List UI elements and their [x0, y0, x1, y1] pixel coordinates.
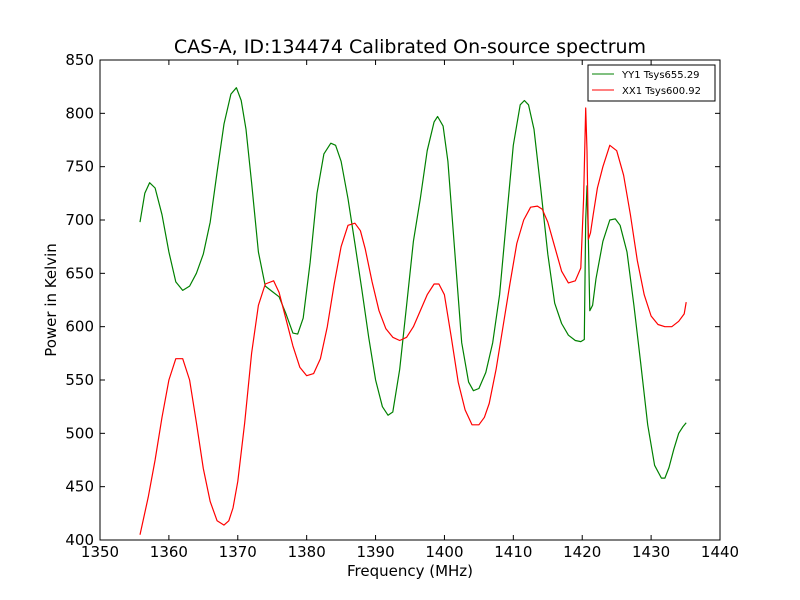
legend-label-xx1: XX1 Tsys600.92 [622, 86, 701, 97]
axes-frame [99, 59, 721, 541]
x-tick-label: 1360 [150, 543, 188, 561]
x-tick-labels: 1350 1360 1370 1380 1390 1400 1410 1420 1430 1440 [81, 543, 739, 561]
y-tick-label: 550 [65, 371, 94, 389]
y-tick-label: 400 [65, 531, 94, 549]
x-tick-label: 1420 [563, 543, 601, 561]
legend: YY1 Tsys655.29 XX1 Tsys600.92 [587, 64, 716, 102]
x-tick-label: 1350 [81, 543, 119, 561]
y-tick-label: 650 [65, 264, 94, 282]
series-line-xx1 [139, 107, 687, 535]
legend-box [587, 64, 716, 102]
chart-title: CAS-A, ID:134474 Calibrated On-source sp… [174, 36, 646, 58]
y-tick-label: 500 [65, 424, 94, 442]
y-axis-title: Power in Kelvin [42, 243, 60, 357]
x-tick-label: 1380 [288, 543, 326, 561]
x-tick-label: 1410 [494, 543, 532, 561]
x-tick-label: 1440 [701, 543, 739, 561]
y-tick-label: 600 [65, 318, 94, 336]
y-tick-label: 750 [65, 158, 94, 176]
axes-background [100, 60, 720, 540]
y-tick-label: 450 [65, 478, 94, 496]
x-tick-label: 1390 [356, 543, 394, 561]
series-line-yy1 [139, 87, 687, 479]
x-tick-label: 1430 [632, 543, 670, 561]
x-tick-label: 1370 [219, 543, 257, 561]
y-tick-label: 800 [65, 104, 94, 122]
x-tick-label: 1400 [425, 543, 463, 561]
plot-area [99, 59, 721, 541]
x-axis-title: Frequency (MHz) [347, 562, 473, 580]
y-tick-label: 850 [65, 51, 94, 69]
y-tick-label: 700 [65, 211, 94, 229]
legend-label-yy1: YY1 Tsys655.29 [621, 70, 700, 81]
series-layer [139, 87, 687, 535]
y-tick-labels: 400 450 500 550 600 650 700 750 800 850 [65, 51, 94, 549]
